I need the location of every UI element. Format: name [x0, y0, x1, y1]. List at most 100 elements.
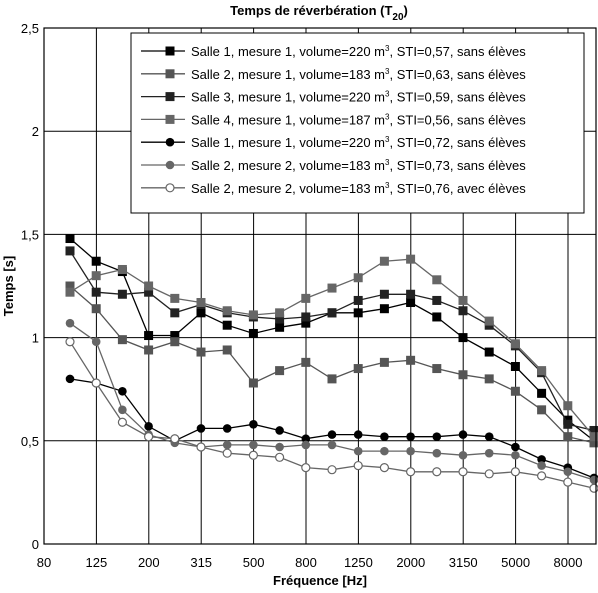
data-point: [379, 289, 389, 299]
data-point: [275, 442, 284, 452]
data-point: [170, 308, 180, 318]
data-point: [563, 432, 573, 442]
legend-marker: [165, 69, 175, 79]
legend-entry: Salle 2, mesure 2, volume=183 m3, STI=0,…: [141, 181, 526, 196]
data-point: [406, 289, 416, 299]
data-point: [91, 287, 101, 297]
data-point: [484, 316, 494, 326]
y-tick-label: 1,5: [21, 227, 39, 242]
data-point: [222, 320, 232, 330]
data-point: [379, 256, 389, 266]
data-point: [65, 234, 75, 244]
data-point: [118, 405, 127, 415]
legend-marker: [165, 46, 175, 56]
data-point: [379, 304, 389, 314]
data-point: [511, 442, 520, 452]
data-point: [432, 275, 442, 285]
data-point: [196, 424, 206, 433]
data-point: [170, 331, 180, 341]
data-point: [484, 347, 494, 357]
data-point: [144, 432, 154, 442]
legend-entry: Salle 1, mesure 1, volume=220 m3, STI=0,…: [141, 44, 526, 59]
data-point: [301, 357, 311, 367]
y-tick-label: 0: [32, 537, 39, 552]
legend-marker: [165, 160, 175, 170]
data-point: [406, 355, 416, 365]
y-tick-label: 1: [32, 331, 39, 346]
x-tick-label: 8000: [554, 555, 583, 570]
x-tick-label: 1250: [344, 555, 373, 570]
data-point: [510, 339, 520, 349]
data-point: [353, 460, 363, 471]
legend-entry: Salle 2, mesure 1, volume=183 m3, STI=0,…: [141, 67, 526, 82]
data-point: [589, 425, 598, 435]
y-tick-label: 2: [32, 124, 39, 139]
legend-label: Salle 2, mesure 2, volume=183 m3, STI=0,…: [191, 181, 526, 196]
data-point: [117, 289, 127, 299]
data-point: [118, 386, 127, 396]
x-tick-label: 3150: [449, 555, 478, 570]
chart-title: Temps de réverbération (T20): [230, 3, 408, 23]
data-point: [222, 440, 232, 450]
data-point: [91, 304, 101, 314]
x-tick-label: 2000: [396, 555, 425, 570]
x-tick-label: 80: [37, 555, 51, 570]
data-point: [327, 440, 337, 450]
y-tick-label: 0,5: [21, 434, 39, 449]
data-point: [537, 405, 547, 415]
data-point: [589, 483, 598, 493]
data-point: [91, 271, 101, 281]
legend-label: Salle 1, mesure 1, volume=220 m3, STI=0,…: [191, 44, 526, 59]
data-point: [91, 337, 101, 347]
data-point: [170, 337, 180, 347]
legend-entry: Salle 4, mesure 1, volume=187 m3, STI=0,…: [141, 112, 526, 127]
data-point: [563, 401, 573, 411]
data-point: [484, 432, 494, 441]
data-point: [144, 345, 154, 355]
data-point: [301, 440, 311, 450]
data-point: [196, 442, 206, 452]
data-point: [379, 357, 389, 367]
data-point: [380, 432, 389, 441]
data-point: [458, 333, 468, 343]
data-point: [510, 361, 520, 371]
data-point: [248, 378, 258, 388]
data-point: [65, 337, 75, 347]
data-point: [563, 419, 573, 429]
series-4: [65, 254, 598, 442]
tick-labels: 80 125 200 315 500 800 1250 2000 3150 5000 8000 0 0,…: [21, 21, 583, 570]
data-point: [275, 308, 285, 318]
legend-label: Salle 4, mesure 1, volume=187 m3, STI=0,…: [191, 112, 526, 127]
data-point: [275, 314, 285, 324]
legend-marker: [165, 114, 175, 124]
data-point: [511, 450, 520, 460]
data-point: [117, 264, 127, 274]
data-point: [432, 312, 442, 322]
legend-entry: Salle 1, mesure 1, volume=220 m3, STI=0,…: [141, 135, 526, 150]
x-axis-label: Fréquence [Hz]: [273, 573, 367, 588]
legend-entry: Salle 3, mesure 1, volume=220 m3, STI=0,…: [141, 90, 526, 105]
series-5: [65, 374, 598, 483]
data-point: [432, 448, 442, 458]
data-point: [327, 283, 337, 293]
x-tick-label: 500: [243, 555, 265, 570]
data-point: [327, 430, 337, 439]
data-point: [65, 374, 75, 384]
data-point: [563, 477, 573, 487]
data-point: [196, 308, 206, 318]
data-point: [327, 374, 337, 384]
data-point: [301, 312, 311, 322]
plot-frame: [43, 27, 597, 545]
legend-label: Salle 1, mesure 1, volume=220 m3, STI=0,…: [191, 135, 526, 150]
x-tick-label: 315: [190, 555, 212, 570]
legend-label: Salle 2, mesure 1, volume=183 m3, STI=0,…: [191, 67, 526, 82]
data-point: [589, 475, 598, 485]
data-point: [249, 440, 258, 450]
data-point: [458, 430, 468, 439]
data-point: [432, 467, 442, 477]
data-point: [353, 295, 363, 305]
data-point: [222, 306, 232, 316]
data-point: [275, 322, 285, 332]
legend-marker: [165, 183, 175, 193]
